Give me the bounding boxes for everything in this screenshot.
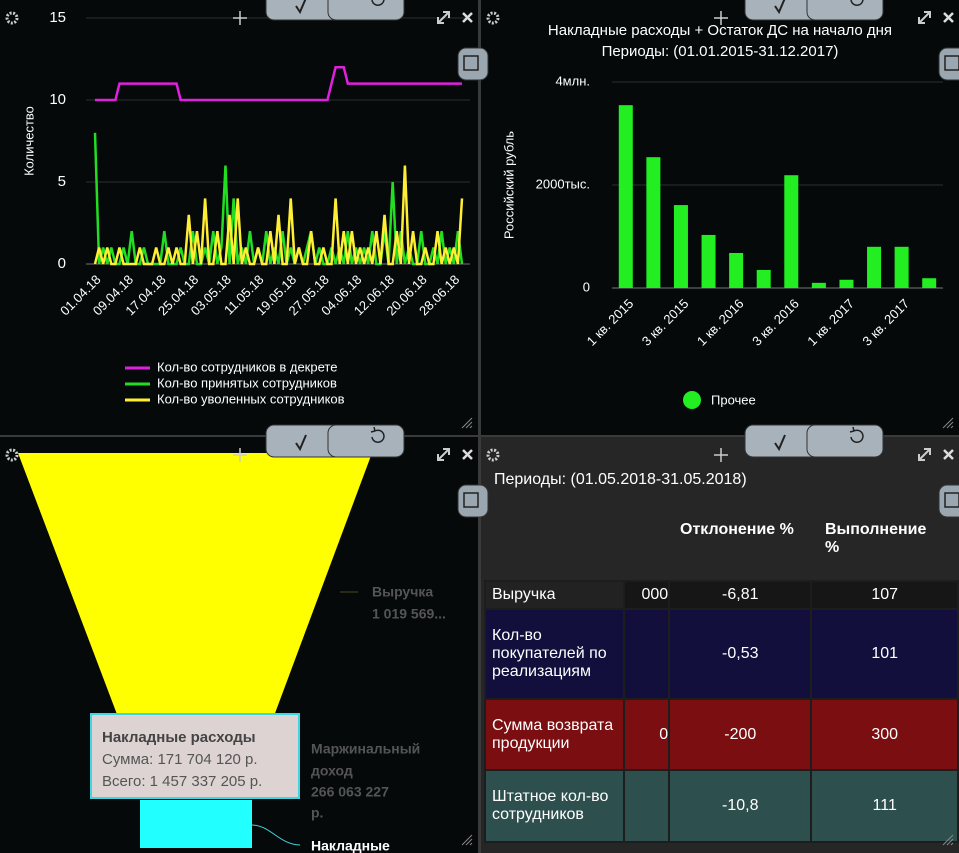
y-tick-label: 0 (583, 279, 590, 294)
panel (481, 0, 959, 435)
table-row: Выручка 000 -6,81 107 (483, 580, 959, 610)
funnel: Выручка 1 019 569... Маржинальный доход … (18, 453, 446, 853)
chart-subtitle: Периоды: (01.01.2015-31.12.2017) (602, 43, 839, 60)
cell: 111 (810, 769, 959, 843)
table-row: Кол-во покупателей по реализациям -0,53 10… (483, 608, 959, 700)
funnel-top (18, 453, 372, 775)
bar (701, 234, 716, 288)
y-axis-label: Российский рубль (501, 131, 516, 239)
legend-label: Прочее (711, 392, 756, 407)
cell: 0 (623, 698, 671, 771)
series-line (93, 165, 464, 266)
cell (623, 608, 671, 700)
row-label: Выручка (483, 580, 626, 610)
cell (623, 769, 671, 843)
cell: 300 (810, 698, 959, 771)
chart-title: Накладные расходы + Остаток ДС на начало… (548, 22, 892, 39)
table: Выручка 000 -6,81 107 Кол-во покупателей по … (483, 580, 959, 843)
period: Периоды: (01.05.2018-31.05.2018) (494, 471, 747, 488)
funnel-label: Выручка (372, 584, 433, 600)
cell: 101 (810, 608, 959, 700)
funnel-label: р. (311, 805, 323, 821)
legend-label: Кол-во принятых сотрудников (157, 375, 337, 390)
column-header: Выполнение % (825, 521, 927, 556)
cell: -200 (668, 698, 813, 771)
table-row: Штатное кол-во сотрудников -10,8 111 (483, 769, 959, 843)
funnel-label: 266 063 227 (311, 784, 389, 800)
y-tick-label: 10 (49, 91, 66, 108)
legend-label: Кол-во уволенных сотрудников (157, 391, 345, 406)
bar (756, 269, 771, 288)
funnel-label: 1 019 569... (372, 606, 446, 622)
cell: -6,81 (668, 580, 813, 610)
bar (673, 205, 688, 288)
row-label: Штатное кол-во сотрудников (483, 769, 626, 843)
bar (894, 246, 909, 288)
bar (784, 175, 799, 288)
y-tick-label: 15 (49, 9, 66, 26)
legend-label: Кол-во сотрудников в декрете (157, 359, 337, 374)
bar (839, 279, 854, 288)
cell: 000 (623, 580, 671, 610)
series-line (93, 132, 464, 266)
bar (867, 246, 882, 288)
table-row: Сумма возврата продукции 0 -200 300 (483, 698, 959, 771)
series-line (95, 65, 462, 102)
cell: -0,53 (668, 608, 813, 700)
bar (646, 157, 661, 288)
row-label: Кол-во покупателей по реализациям (483, 608, 626, 700)
bar (618, 105, 633, 288)
funnel-bottom (140, 800, 252, 848)
funnel-label: Маржинальный (311, 741, 420, 757)
row-label: Сумма возврата продукции (483, 698, 626, 771)
connector (251, 824, 301, 846)
funnel-label: доход (311, 763, 353, 779)
y-tick-label: 0 (58, 255, 66, 272)
bar (922, 278, 937, 288)
funnel-label: Накладные (311, 838, 390, 853)
bar (729, 252, 744, 288)
table-panel: Периоды: (01.05.2018-31.05.2018) Отклоне… (481, 437, 959, 853)
legend-swatch (683, 391, 701, 409)
tooltip-total: Всего: 1 457 337 205 р. (102, 773, 263, 790)
y-tick-label: 2000тыс. (536, 176, 590, 191)
y-axis-label: Количество (21, 106, 36, 176)
column-header: Отклонение % (680, 521, 794, 538)
tooltip-sum: Сумма: 171 704 120 р. (102, 751, 258, 768)
tooltip: Накладные расходы Сумма: 171 704 120 р. … (90, 713, 300, 799)
cell: 107 (810, 580, 959, 610)
y-tick-label: 4млн. (555, 73, 590, 88)
y-tick-label: 5 (58, 173, 66, 190)
bar (811, 282, 826, 288)
tooltip-title: Накладные расходы (102, 729, 256, 746)
cell: -10,8 (668, 769, 813, 843)
